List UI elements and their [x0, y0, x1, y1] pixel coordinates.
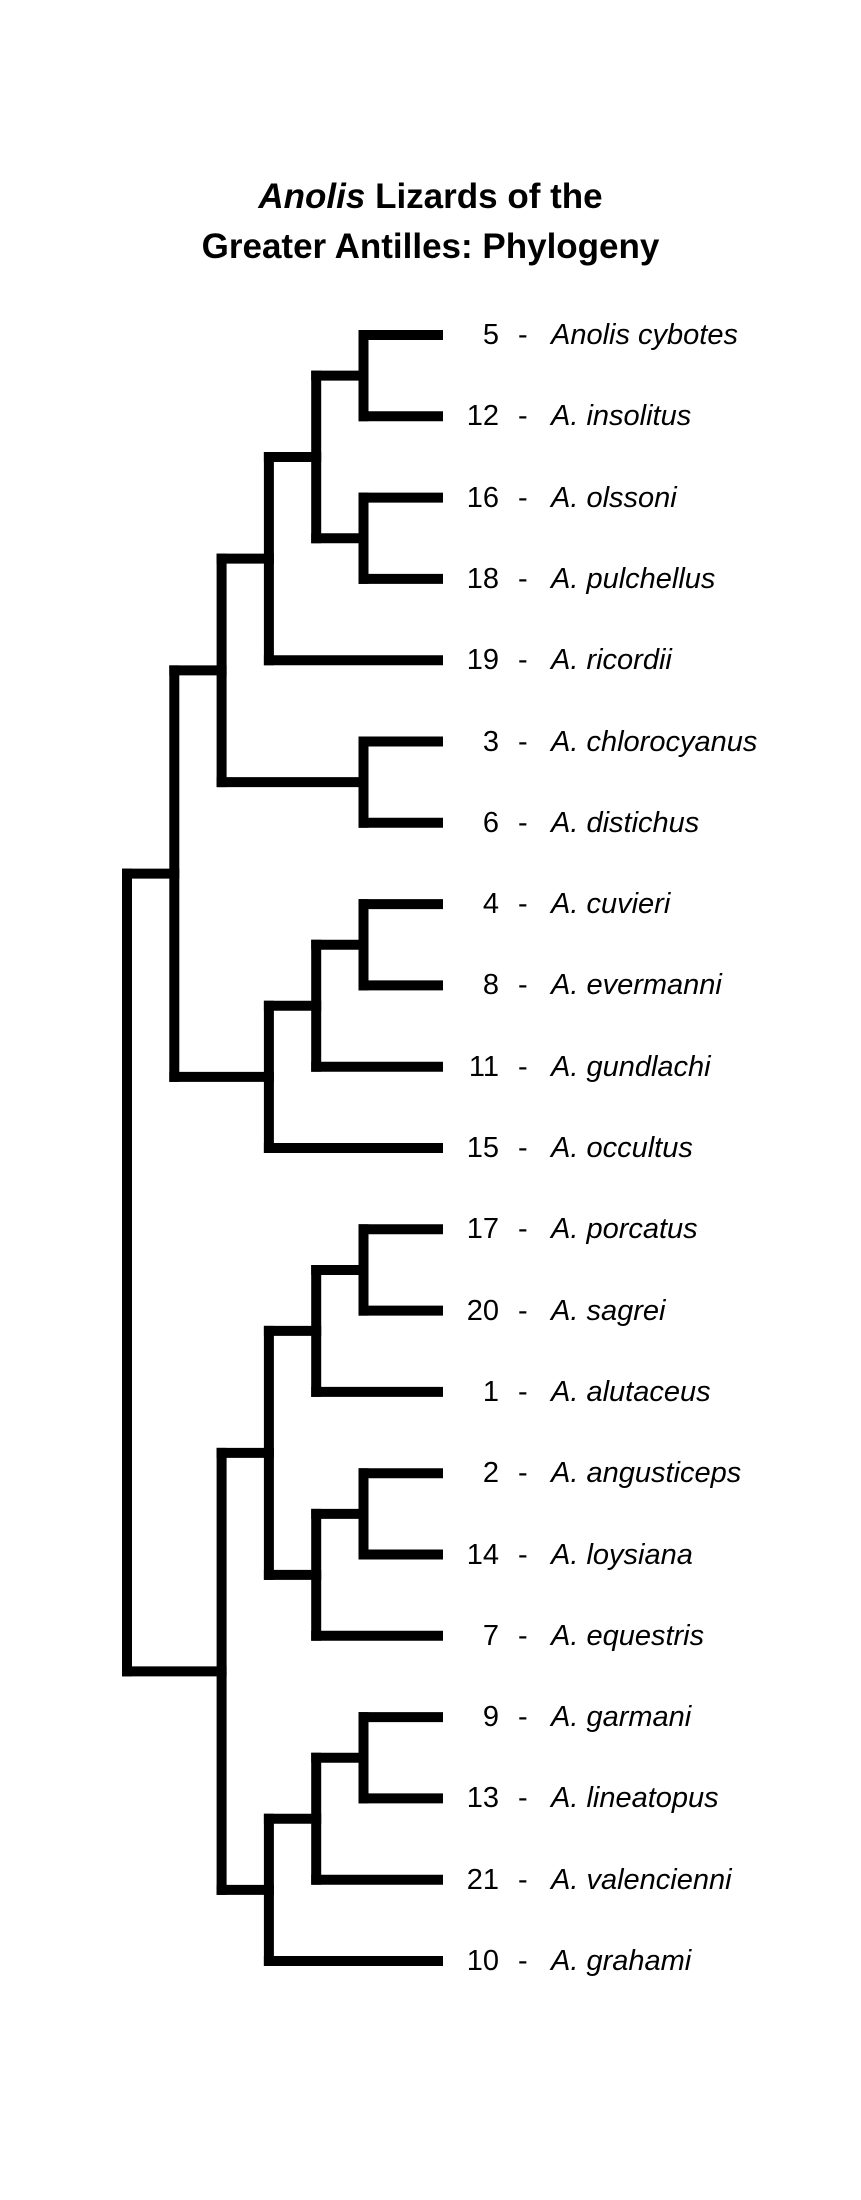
- taxon-number: 4: [482, 888, 499, 921]
- taxon-number: 19: [466, 644, 499, 677]
- taxon-name: A. porcatus: [551, 1213, 698, 1246]
- taxon-name: A. cuvieri: [551, 888, 671, 921]
- taxon-name: A. lineatopus: [551, 1782, 719, 1815]
- title-genus: Anolis: [258, 177, 366, 216]
- taxon-number: 12: [466, 400, 499, 433]
- taxon-separator: -: [518, 1619, 528, 1652]
- taxon-number: 9: [482, 1701, 499, 1734]
- taxon-separator: -: [518, 1701, 528, 1734]
- taxon-separator: -: [518, 1863, 528, 1896]
- taxon-name: Anolis cybotes: [551, 319, 738, 351]
- taxon-separator: -: [518, 481, 528, 514]
- taxon-number: 16: [466, 481, 499, 514]
- page-title: Anolis Lizards of the Greater Antilles: …: [0, 172, 861, 272]
- taxon-separator: -: [518, 1375, 528, 1408]
- taxon-separator: -: [518, 562, 528, 595]
- taxon-name: A. ricordii: [551, 644, 672, 677]
- taxon-number: 3: [482, 725, 499, 758]
- taxon-name: A. equestris: [551, 1619, 705, 1652]
- taxon-name: A. garmani: [551, 1701, 692, 1734]
- taxon-name: A. sagrei: [551, 1294, 666, 1327]
- taxon-number: 14: [466, 1538, 499, 1571]
- taxon-separator: -: [518, 969, 528, 1002]
- taxon-number: 1: [482, 1375, 499, 1408]
- taxon-separator: -: [518, 644, 528, 677]
- taxon-separator: -: [518, 1782, 528, 1815]
- taxon-separator: -: [518, 806, 528, 839]
- taxon-separator: -: [518, 1457, 528, 1490]
- taxon-number: 13: [466, 1782, 499, 1815]
- taxon-separator: -: [518, 400, 528, 433]
- title-line-1-rest: Lizards of the: [365, 177, 603, 216]
- taxon-name: A. pulchellus: [551, 562, 716, 595]
- taxon-number: 7: [482, 1619, 499, 1652]
- taxon-name: A. grahami: [551, 1945, 692, 1977]
- taxon-name: A. occultus: [551, 1132, 693, 1164]
- taxon-number: 6: [482, 806, 499, 839]
- taxon-number: 20: [466, 1294, 499, 1327]
- taxon-separator: -: [518, 1213, 528, 1246]
- taxon-separator: -: [518, 1538, 528, 1571]
- taxon-name: A. distichus: [551, 806, 700, 839]
- taxon-number: 5: [482, 319, 499, 351]
- taxon-name: A. valencienni: [551, 1863, 732, 1896]
- taxon-number: 11: [468, 1050, 499, 1083]
- taxon-separator: -: [518, 1945, 528, 1977]
- taxon-name: A. insolitus: [551, 400, 692, 433]
- taxon-name: A. loysiana: [551, 1538, 693, 1571]
- taxon-number: 15: [466, 1132, 499, 1164]
- taxon-number: 8: [482, 969, 499, 1002]
- taxon-number: 18: [466, 562, 499, 595]
- taxon-separator: -: [518, 1050, 528, 1083]
- taxon-separator: -: [518, 319, 528, 351]
- title-line-1: Anolis Lizards of the: [0, 172, 861, 222]
- taxon-separator: -: [518, 725, 528, 758]
- taxon-number: 2: [482, 1457, 499, 1490]
- taxon-name: A. olssoni: [551, 481, 677, 514]
- taxon-separator: -: [518, 888, 528, 921]
- taxon-separator: -: [518, 1294, 528, 1327]
- taxon-name: A. gundlachi: [551, 1050, 711, 1083]
- taxon-name: A. chlorocyanus: [551, 725, 758, 758]
- taxon-separator: -: [518, 1132, 528, 1164]
- taxon-name: A. evermanni: [551, 969, 722, 1002]
- taxon-number: 10: [466, 1945, 499, 1977]
- taxon-number: 17: [466, 1213, 499, 1246]
- taxon-number: 21: [466, 1863, 499, 1896]
- title-line-2: Greater Antilles: Phylogeny: [201, 227, 660, 266]
- taxon-name: A. angusticeps: [551, 1457, 742, 1490]
- taxon-name: A. alutaceus: [551, 1375, 711, 1408]
